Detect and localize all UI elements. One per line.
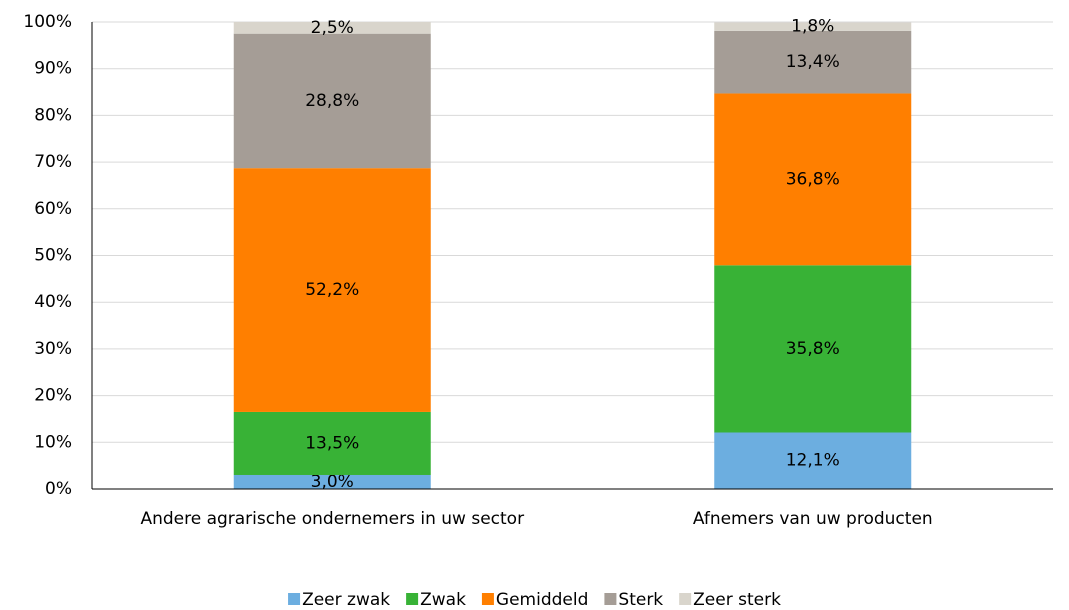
data-label: 12,1% xyxy=(786,451,840,471)
legend-label: Sterk xyxy=(618,590,663,610)
x-tick-label: Afnemers van uw producten xyxy=(693,509,933,529)
data-label: 2,5% xyxy=(311,18,354,38)
legend-label: Zeer sterk xyxy=(693,590,781,610)
bar-segment xyxy=(714,93,912,266)
data-label: 35,8% xyxy=(786,339,840,359)
data-label: 36,8% xyxy=(786,169,840,189)
y-tick-label: 80% xyxy=(34,105,72,125)
data-label: 52,2% xyxy=(305,280,359,300)
legend-label: Gemiddeld xyxy=(496,590,588,610)
x-tick-label: Andere agrarische ondernemers in uw sect… xyxy=(140,509,524,529)
bar-segment xyxy=(714,30,912,94)
y-tick-label: 100% xyxy=(23,12,72,32)
y-tick-label: 90% xyxy=(34,59,72,79)
legend-label: Zeer zwak xyxy=(302,590,390,610)
bar-segment xyxy=(714,432,912,489)
data-label: 3,0% xyxy=(311,472,354,492)
y-tick-label: 10% xyxy=(34,432,72,452)
legend-swatch xyxy=(406,593,419,605)
bar-segment xyxy=(233,33,431,169)
bar-segment xyxy=(233,22,431,34)
bar-segment xyxy=(233,474,431,489)
data-label: 28,8% xyxy=(305,91,359,111)
y-tick-label: 60% xyxy=(34,199,72,219)
y-tick-label: 20% xyxy=(34,386,72,406)
legend-swatch xyxy=(604,593,617,605)
bar-segment xyxy=(233,411,431,475)
data-label: 1,8% xyxy=(791,17,834,37)
legend-swatch xyxy=(679,593,692,605)
bar-segment xyxy=(714,265,912,433)
y-tick-label: 50% xyxy=(34,246,72,266)
data-label: 13,4% xyxy=(786,52,840,72)
legend-label: Zwak xyxy=(420,590,466,610)
y-tick-label: 30% xyxy=(34,339,72,359)
legend-swatch xyxy=(288,593,301,605)
bar-segment xyxy=(714,22,912,31)
y-tick-label: 70% xyxy=(34,152,72,172)
bar-segment xyxy=(233,168,431,412)
y-tick-label: 0% xyxy=(45,479,72,499)
y-tick-label: 40% xyxy=(34,292,72,312)
legend-swatch xyxy=(481,593,494,605)
data-label: 13,5% xyxy=(305,433,359,453)
